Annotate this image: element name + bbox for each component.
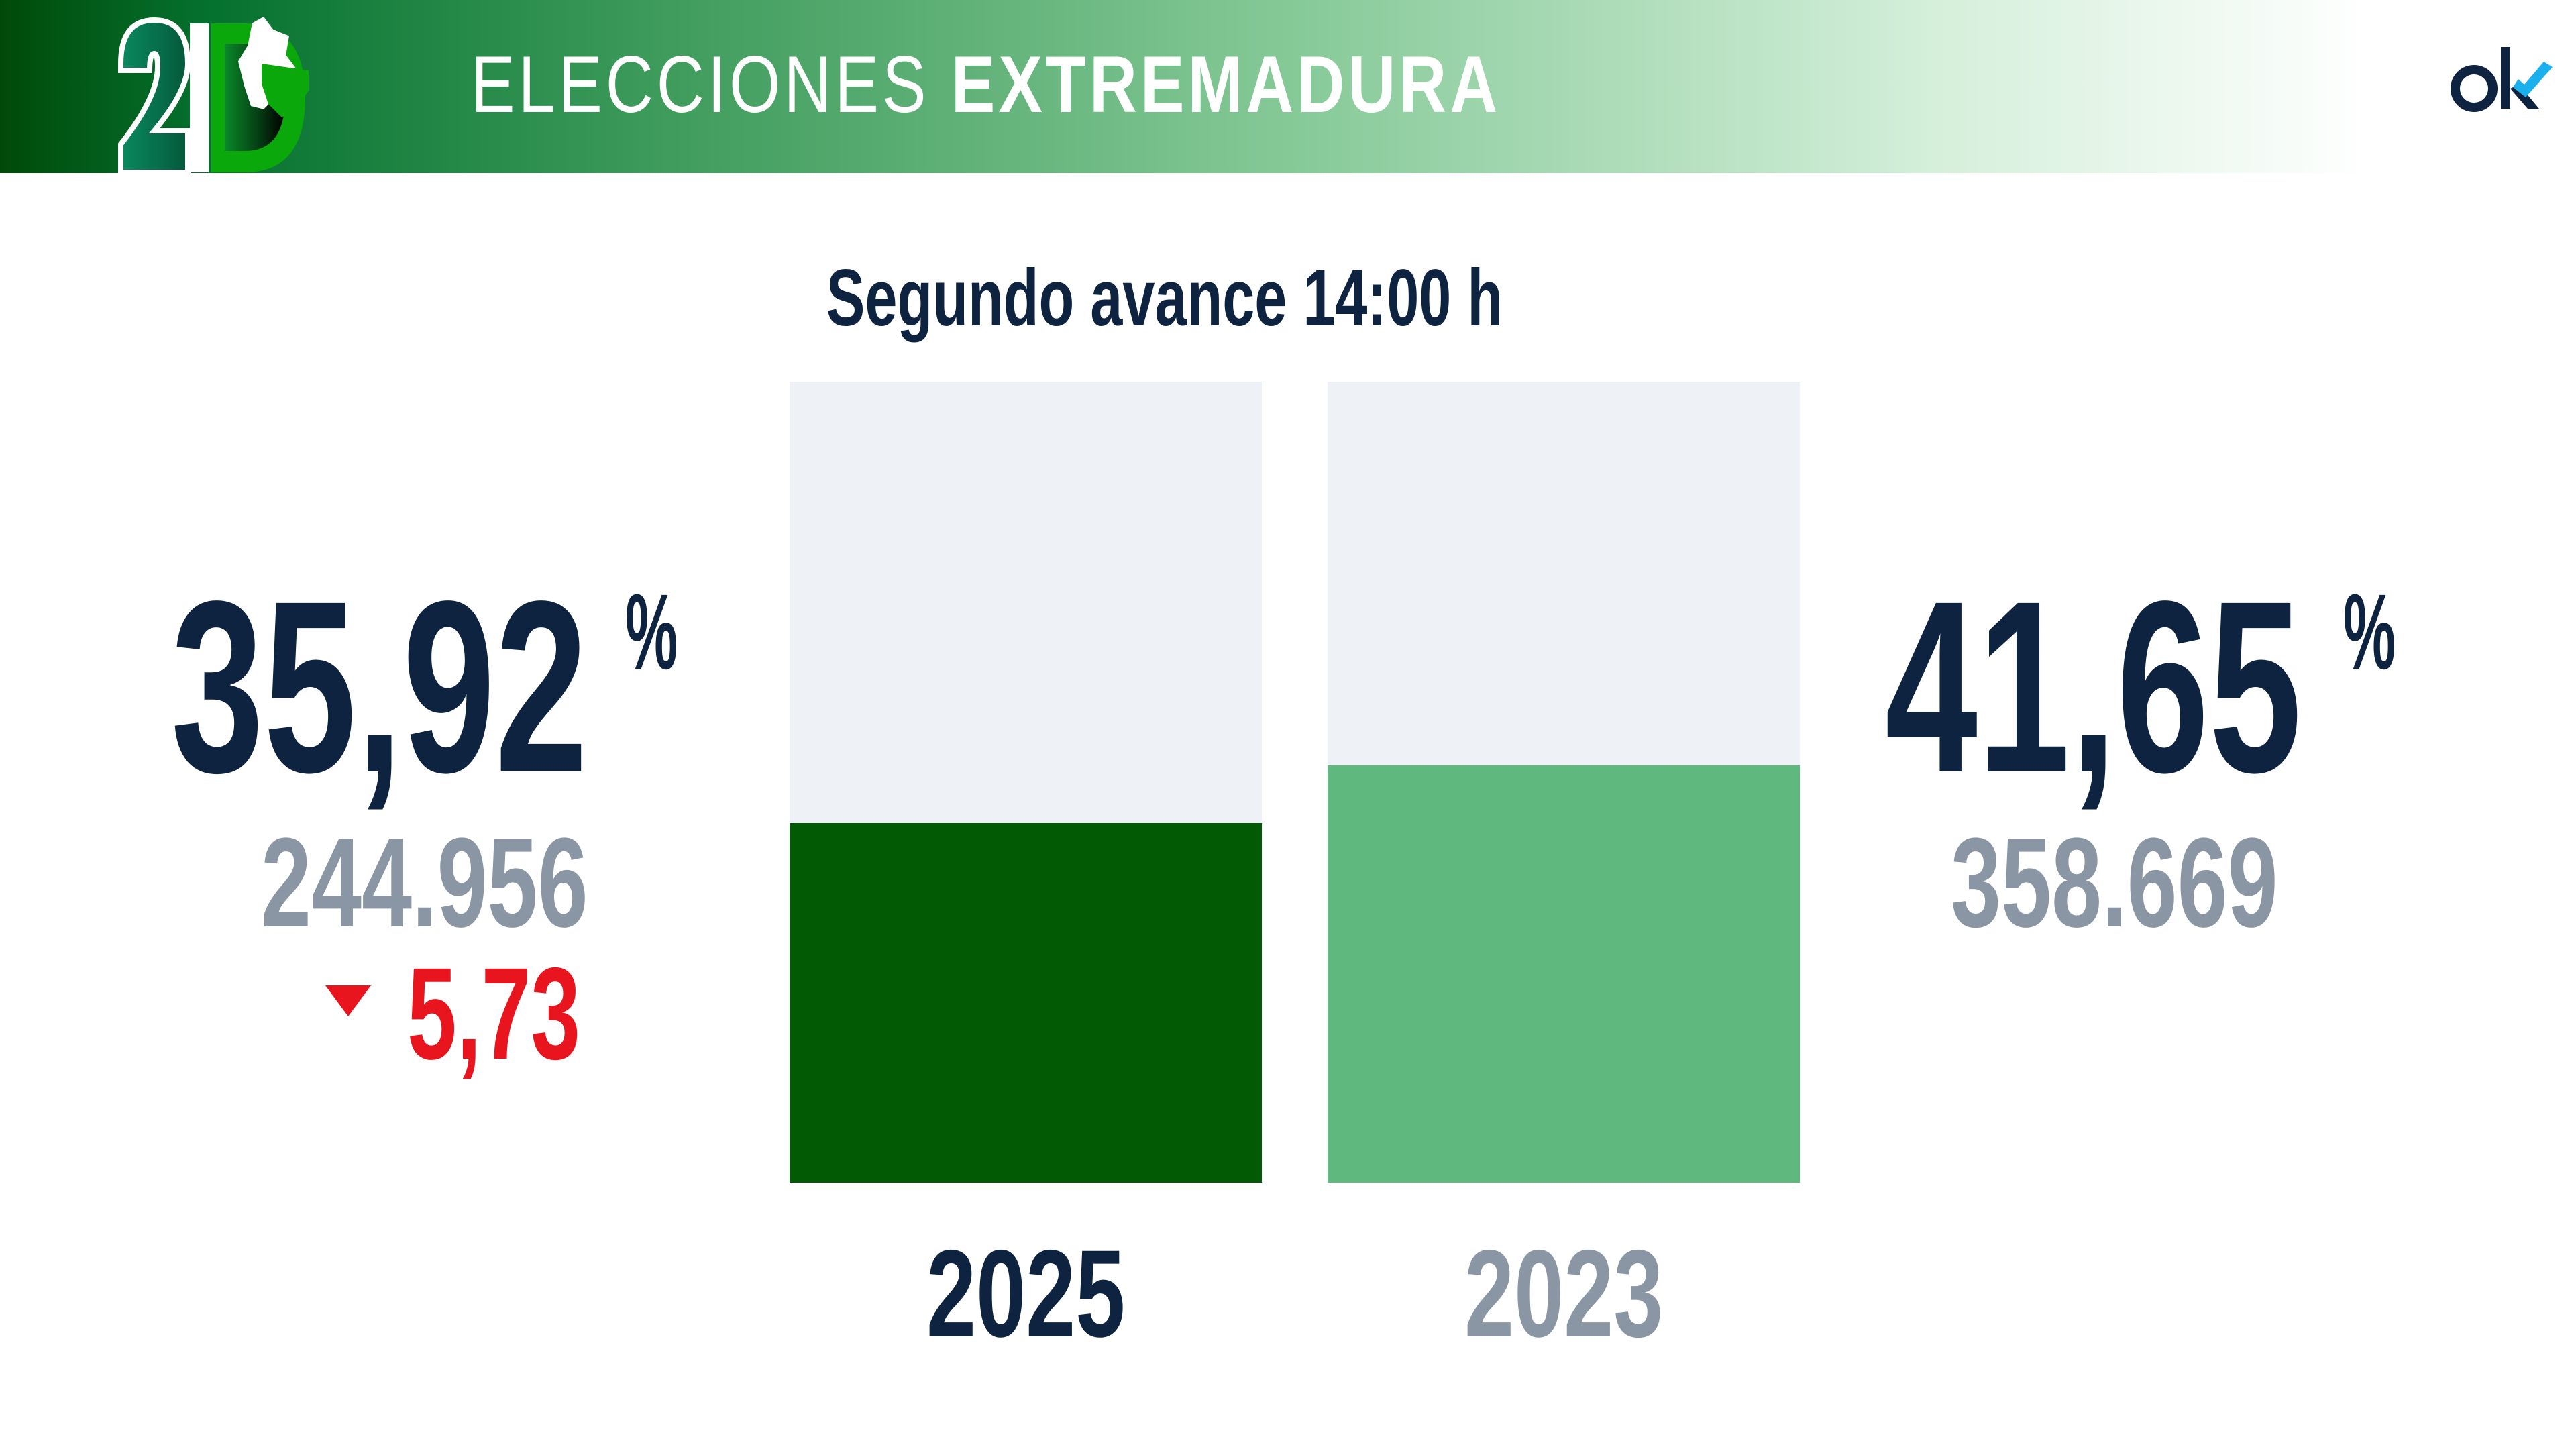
bar-2025 — [790, 382, 1262, 1183]
previous-percent-sign: % — [2343, 572, 2396, 692]
change-value: 5,73 — [407, 941, 581, 1087]
title-bold: EXTREMADURA — [951, 40, 1501, 129]
header-title: ELECCIONES EXTREMADURA — [471, 44, 1501, 125]
triangle-down-icon — [325, 985, 371, 1016]
ok-brand-logo — [2451, 47, 2553, 112]
chart-subtitle: Segundo avance 14:00 h — [826, 253, 1503, 343]
bar-fill-2023 — [1328, 765, 1800, 1183]
header-banner: ELECCIONES EXTREMADURA — [0, 0, 2576, 174]
current-votes: 244.956 — [261, 812, 588, 954]
title-regular: ELECCIONES — [471, 40, 930, 129]
current-percent: 35,92 — [171, 551, 588, 824]
previous-votes: 358.669 — [1951, 812, 2278, 954]
bar-fill-2025 — [790, 822, 1262, 1183]
year-label-2023: 2023 — [1464, 1225, 1664, 1363]
year-label-2025: 2025 — [926, 1225, 1126, 1363]
bar-2023 — [1328, 382, 1800, 1183]
current-percent-sign: % — [625, 572, 678, 692]
previous-percent: 41,65 — [1885, 551, 2302, 824]
21d-logo — [118, 17, 309, 174]
